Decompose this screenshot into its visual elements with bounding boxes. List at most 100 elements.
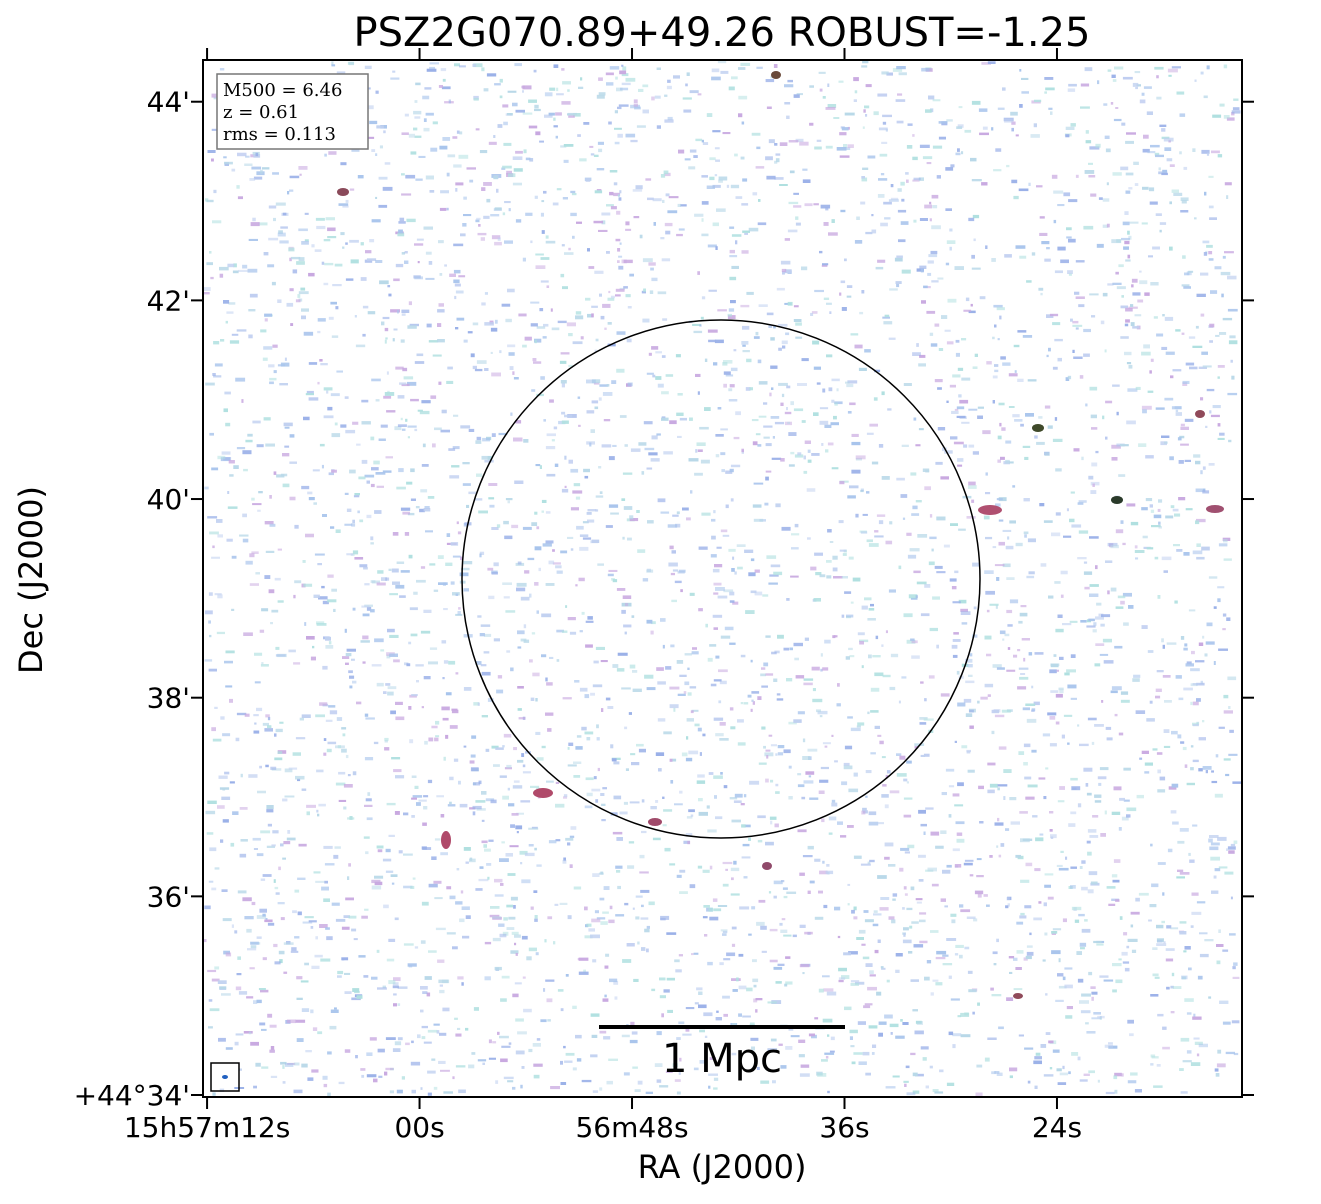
noise-speckle [602,998,609,1002]
noise-speckle [567,112,577,116]
noise-speckle [1128,306,1138,309]
noise-speckle [666,85,672,90]
noise-speckle [945,768,955,772]
noise-speckle [1004,254,1012,258]
noise-speckle [952,1044,956,1049]
noise-speckle [1202,635,1205,639]
noise-speckle [814,916,824,920]
x-axis-label: RA (J2000) [638,1148,807,1186]
noise-speckle [957,464,963,467]
noise-speckle [522,344,527,348]
noise-speckle [502,165,512,169]
noise-speckle [877,939,881,943]
noise-speckle [519,850,528,855]
noise-speckle [1080,1010,1091,1014]
noise-speckle [779,922,783,926]
noise-speckle [1039,216,1045,219]
noise-speckle [1203,252,1208,256]
noise-speckle [1186,1012,1192,1015]
noise-speckle [725,504,729,509]
noise-speckle [560,145,567,148]
noise-speckle [968,485,977,489]
noise-speckle [223,457,232,461]
noise-speckle [299,717,304,721]
noise-speckle [770,779,774,783]
noise-speckle [253,730,260,734]
noise-speckle [693,952,699,955]
noise-speckle [1157,1013,1164,1017]
noise-speckle [1009,971,1013,974]
noise-speckle [1233,98,1239,101]
noise-speckle [847,380,858,384]
noise-speckle [273,471,277,475]
noise-speckle [896,66,906,70]
noise-speckle [1070,318,1073,322]
noise-speckle [742,178,748,182]
noise-speckle [722,933,727,936]
noise-speckle [1171,189,1179,193]
noise-speckle [482,437,490,442]
noise-speckle [555,803,565,808]
noise-speckle [1027,784,1038,788]
noise-speckle [440,190,449,194]
noise-speckle [277,548,282,551]
noise-speckle [1092,483,1095,487]
noise-speckle [758,899,766,903]
noise-speckle [608,1058,618,1061]
noise-speckle [591,1034,598,1038]
noise-speckle [1189,859,1195,863]
noise-speckle [1044,405,1051,409]
noise-speckle [1019,69,1022,72]
noise-speckle [563,1045,566,1049]
noise-speckle [927,260,934,264]
noise-speckle [475,888,483,891]
noise-speckle [1133,674,1141,678]
noise-speckle [850,980,860,983]
noise-speckle [269,495,272,499]
noise-speckle [345,429,356,434]
noise-speckle [929,514,933,518]
noise-speckle [935,461,943,465]
noise-speckle [549,656,554,659]
noise-speckle [361,399,369,403]
noise-speckle [294,580,302,584]
noise-speckle [423,226,433,230]
noise-speckle [1043,796,1047,800]
noise-speckle [1035,1052,1041,1056]
noise-speckle [259,629,265,633]
noise-speckle [356,701,362,705]
noise-speckle [368,87,371,90]
noise-speckle [363,836,370,839]
noise-speckle [1120,691,1129,695]
noise-speckle [1054,581,1061,584]
noise-speckle [936,571,946,574]
noise-speckle [392,985,399,989]
noise-speckle [1150,358,1154,362]
noise-speckle [454,1017,458,1020]
noise-speckle [1148,187,1155,192]
noise-speckle [1043,902,1047,907]
noise-speckle [1199,932,1208,935]
noise-speckle [1120,600,1125,605]
noise-speckle [591,918,601,923]
noise-speckle [400,507,411,511]
noise-speckle [694,723,700,727]
noise-speckle [1106,182,1109,186]
noise-speckle [1134,550,1145,553]
noise-speckle [520,596,530,601]
noise-speckle [1022,707,1030,711]
noise-speckle [1210,414,1220,418]
noise-speckle [422,991,428,994]
noise-speckle [523,149,527,154]
noise-speckle [1151,883,1159,888]
noise-speckle [579,630,583,633]
noise-speckle [274,961,281,965]
noise-speckle [762,594,769,597]
noise-speckle [529,593,532,598]
noise-speckle [1192,550,1203,555]
noise-speckle [734,153,738,157]
noise-speckle [468,428,475,432]
noise-speckle [1180,443,1189,446]
noise-speckle [601,212,611,216]
noise-speckle [657,718,666,722]
